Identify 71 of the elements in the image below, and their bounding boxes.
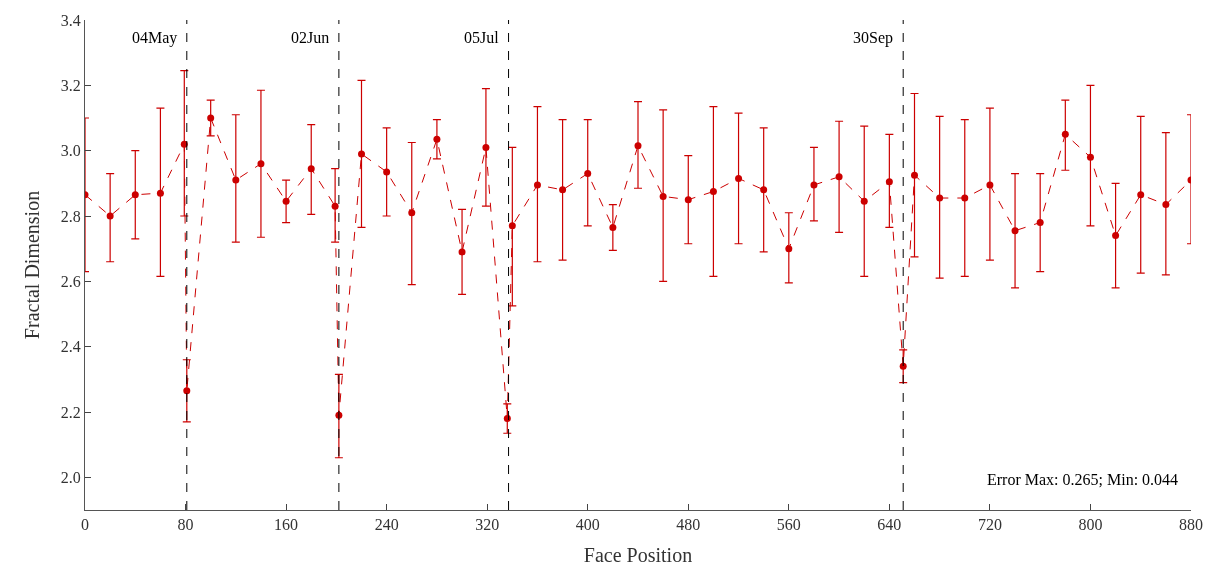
point bbox=[911, 171, 918, 179]
x-tick-label: 640 bbox=[877, 516, 902, 534]
y-axis-title: Fractal Dimension bbox=[21, 190, 44, 340]
x-tick-label: 320 bbox=[475, 516, 500, 534]
ref-line-label: 04May bbox=[132, 29, 178, 47]
point bbox=[533, 181, 541, 189]
annotation: Error Max: 0.265; Min: 0.044 bbox=[987, 471, 1179, 488]
point bbox=[1137, 191, 1145, 199]
point bbox=[232, 176, 240, 184]
point bbox=[810, 181, 818, 189]
point bbox=[860, 197, 868, 205]
point bbox=[183, 387, 191, 395]
point bbox=[961, 194, 969, 202]
x-tick-label: 720 bbox=[977, 516, 1002, 534]
ref-line-label: 05Jul bbox=[464, 29, 500, 46]
point bbox=[331, 202, 339, 210]
point bbox=[936, 194, 944, 202]
point bbox=[257, 160, 265, 168]
y-tick-label: 2.0 bbox=[60, 468, 81, 486]
x-tick-label: 800 bbox=[1078, 516, 1103, 534]
point bbox=[659, 192, 667, 200]
point bbox=[482, 143, 490, 151]
point bbox=[1112, 232, 1120, 240]
point bbox=[408, 209, 416, 217]
x-tick-label: 560 bbox=[776, 516, 801, 534]
point bbox=[899, 362, 907, 370]
x-tick-label: 400 bbox=[575, 516, 600, 534]
point bbox=[131, 191, 139, 199]
point bbox=[785, 245, 793, 253]
point bbox=[358, 150, 365, 158]
point bbox=[584, 170, 592, 178]
point bbox=[1036, 219, 1044, 227]
point bbox=[634, 142, 642, 150]
point bbox=[609, 223, 617, 231]
point bbox=[106, 212, 114, 220]
point bbox=[684, 196, 692, 204]
point bbox=[508, 222, 516, 230]
y-tick-label: 2.6 bbox=[60, 272, 81, 290]
y-tick-label: 3.0 bbox=[60, 142, 81, 160]
ref-line-label: 02Jun bbox=[291, 29, 330, 46]
y-tick-label: 2.2 bbox=[60, 403, 81, 421]
point bbox=[709, 188, 717, 195]
point bbox=[1086, 153, 1094, 161]
point bbox=[1011, 227, 1019, 235]
y-tick-label: 3.2 bbox=[60, 76, 81, 94]
point bbox=[458, 248, 466, 256]
point bbox=[1162, 201, 1170, 209]
point bbox=[885, 178, 893, 186]
x-tick-label: 240 bbox=[374, 516, 399, 534]
x-tick-label: 880 bbox=[1179, 516, 1203, 534]
point bbox=[986, 181, 994, 189]
y-tick-label: 3.4 bbox=[60, 11, 81, 29]
point bbox=[307, 165, 315, 173]
point bbox=[433, 135, 441, 143]
x-tick-label: 160 bbox=[274, 516, 299, 534]
point bbox=[835, 173, 843, 181]
point bbox=[1061, 130, 1069, 138]
point bbox=[207, 114, 215, 122]
x-tick-label: 480 bbox=[676, 516, 701, 534]
ref-line-label: 30Sep bbox=[853, 29, 893, 47]
point bbox=[156, 189, 164, 197]
x-tick-label: 80 bbox=[177, 516, 194, 534]
point bbox=[383, 168, 391, 176]
y-tick-label: 2.4 bbox=[60, 338, 81, 356]
y-tick-label: 2.8 bbox=[60, 207, 81, 225]
point bbox=[559, 186, 567, 194]
x-axis-title: Face Position bbox=[583, 543, 693, 566]
point bbox=[760, 186, 768, 194]
point bbox=[282, 197, 290, 205]
x-tick-label: 0 bbox=[81, 516, 89, 534]
point bbox=[735, 174, 743, 182]
